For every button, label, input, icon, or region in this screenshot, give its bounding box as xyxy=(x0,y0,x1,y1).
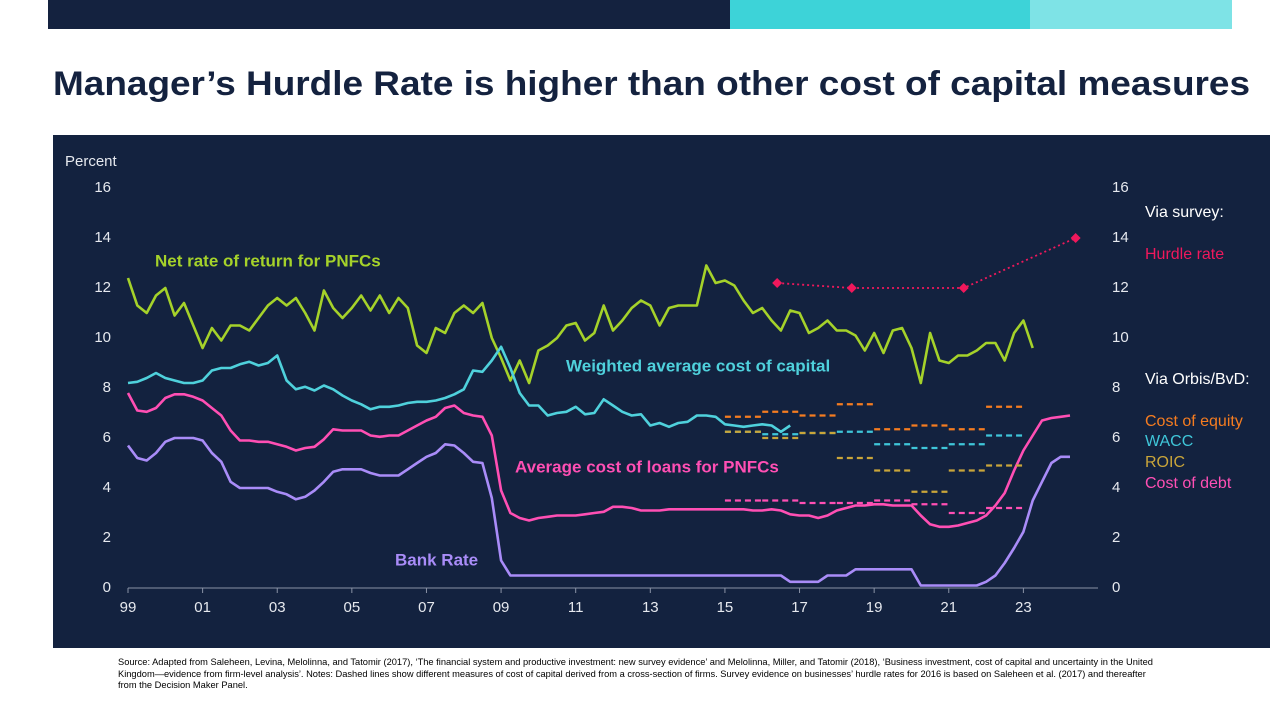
header-bar xyxy=(48,0,730,29)
y2-tick-label: 16 xyxy=(1112,179,1129,196)
y-tick-label: 6 xyxy=(103,429,111,446)
x-tick-label: 19 xyxy=(866,599,883,616)
legend-group-title: Via Orbis/BvD: xyxy=(1145,371,1250,388)
x-tick-label: 01 xyxy=(194,599,211,616)
diamond-marker xyxy=(846,283,857,293)
y-tick-label: 10 xyxy=(94,329,111,346)
series-line xyxy=(126,436,1070,587)
series-line xyxy=(777,237,1076,289)
source-note: Source: Adapted from Saleheen, Levina, M… xyxy=(118,657,1153,690)
y2-tick-label: 14 xyxy=(1112,229,1129,246)
y-tick-label: 12 xyxy=(94,279,111,296)
x-tick-label: 11 xyxy=(568,599,584,616)
y-tick-label: 0 xyxy=(103,579,111,596)
x-tick-label: 23 xyxy=(1015,599,1032,616)
chart: Manager’s Hurdle Rate is higher than oth… xyxy=(48,0,1270,648)
y2-tick-label: 4 xyxy=(1112,479,1120,496)
x-tick-label: 03 xyxy=(269,599,286,616)
y2-tick-label: 6 xyxy=(1112,429,1120,446)
legend-entry: Cost of equity xyxy=(1145,413,1243,430)
y-tick-label: 4 xyxy=(103,479,111,496)
legend-entry: WACC xyxy=(1145,433,1193,450)
y-tick-label: 8 xyxy=(103,379,111,396)
x-tick-label: 17 xyxy=(791,599,808,616)
diamond-marker xyxy=(772,278,783,288)
legend-entry: ROIC xyxy=(1145,454,1185,471)
diamond-marker xyxy=(1070,233,1081,243)
y2-tick-label: 8 xyxy=(1112,379,1120,396)
y-axis-label: Percent xyxy=(65,153,118,170)
series-label: Net rate of return for PNFCs xyxy=(155,251,381,270)
y2-tick-label: 2 xyxy=(1112,529,1120,546)
series-line xyxy=(126,392,1071,529)
x-tick-label: 13 xyxy=(642,599,659,616)
x-tick-label: 99 xyxy=(120,599,137,616)
x-tick-label: 05 xyxy=(344,599,361,616)
slide-title: Manager’s Hurdle Rate is higher than oth… xyxy=(53,65,1250,103)
y-tick-label: 14 xyxy=(94,229,111,246)
y-tick-label: 2 xyxy=(103,529,111,546)
series-label: Weighted average cost of capital xyxy=(566,356,830,375)
series-label: Average cost of loans for PNFCs xyxy=(515,457,779,476)
header-bar xyxy=(730,0,1030,29)
y2-tick-label: 10 xyxy=(1112,329,1129,346)
series-line xyxy=(126,264,1034,385)
diamond-marker xyxy=(958,283,969,293)
header-bar xyxy=(1030,0,1232,29)
y2-tick-label: 12 xyxy=(1112,279,1129,296)
legend-group-title: Via survey: xyxy=(1145,204,1224,221)
x-tick-label: 15 xyxy=(717,599,734,616)
y-tick-label: 16 xyxy=(94,179,111,196)
series-label: Bank Rate xyxy=(395,550,478,569)
legend-entry: Hurdle rate xyxy=(1145,246,1224,263)
series-line xyxy=(127,345,791,434)
x-tick-label: 09 xyxy=(493,599,510,616)
y2-tick-label: 0 xyxy=(1112,579,1120,596)
legend-entry: Cost of debt xyxy=(1145,475,1232,492)
x-tick-label: 21 xyxy=(940,599,957,616)
chart-panel xyxy=(53,135,1270,648)
x-tick-label: 07 xyxy=(418,599,435,616)
